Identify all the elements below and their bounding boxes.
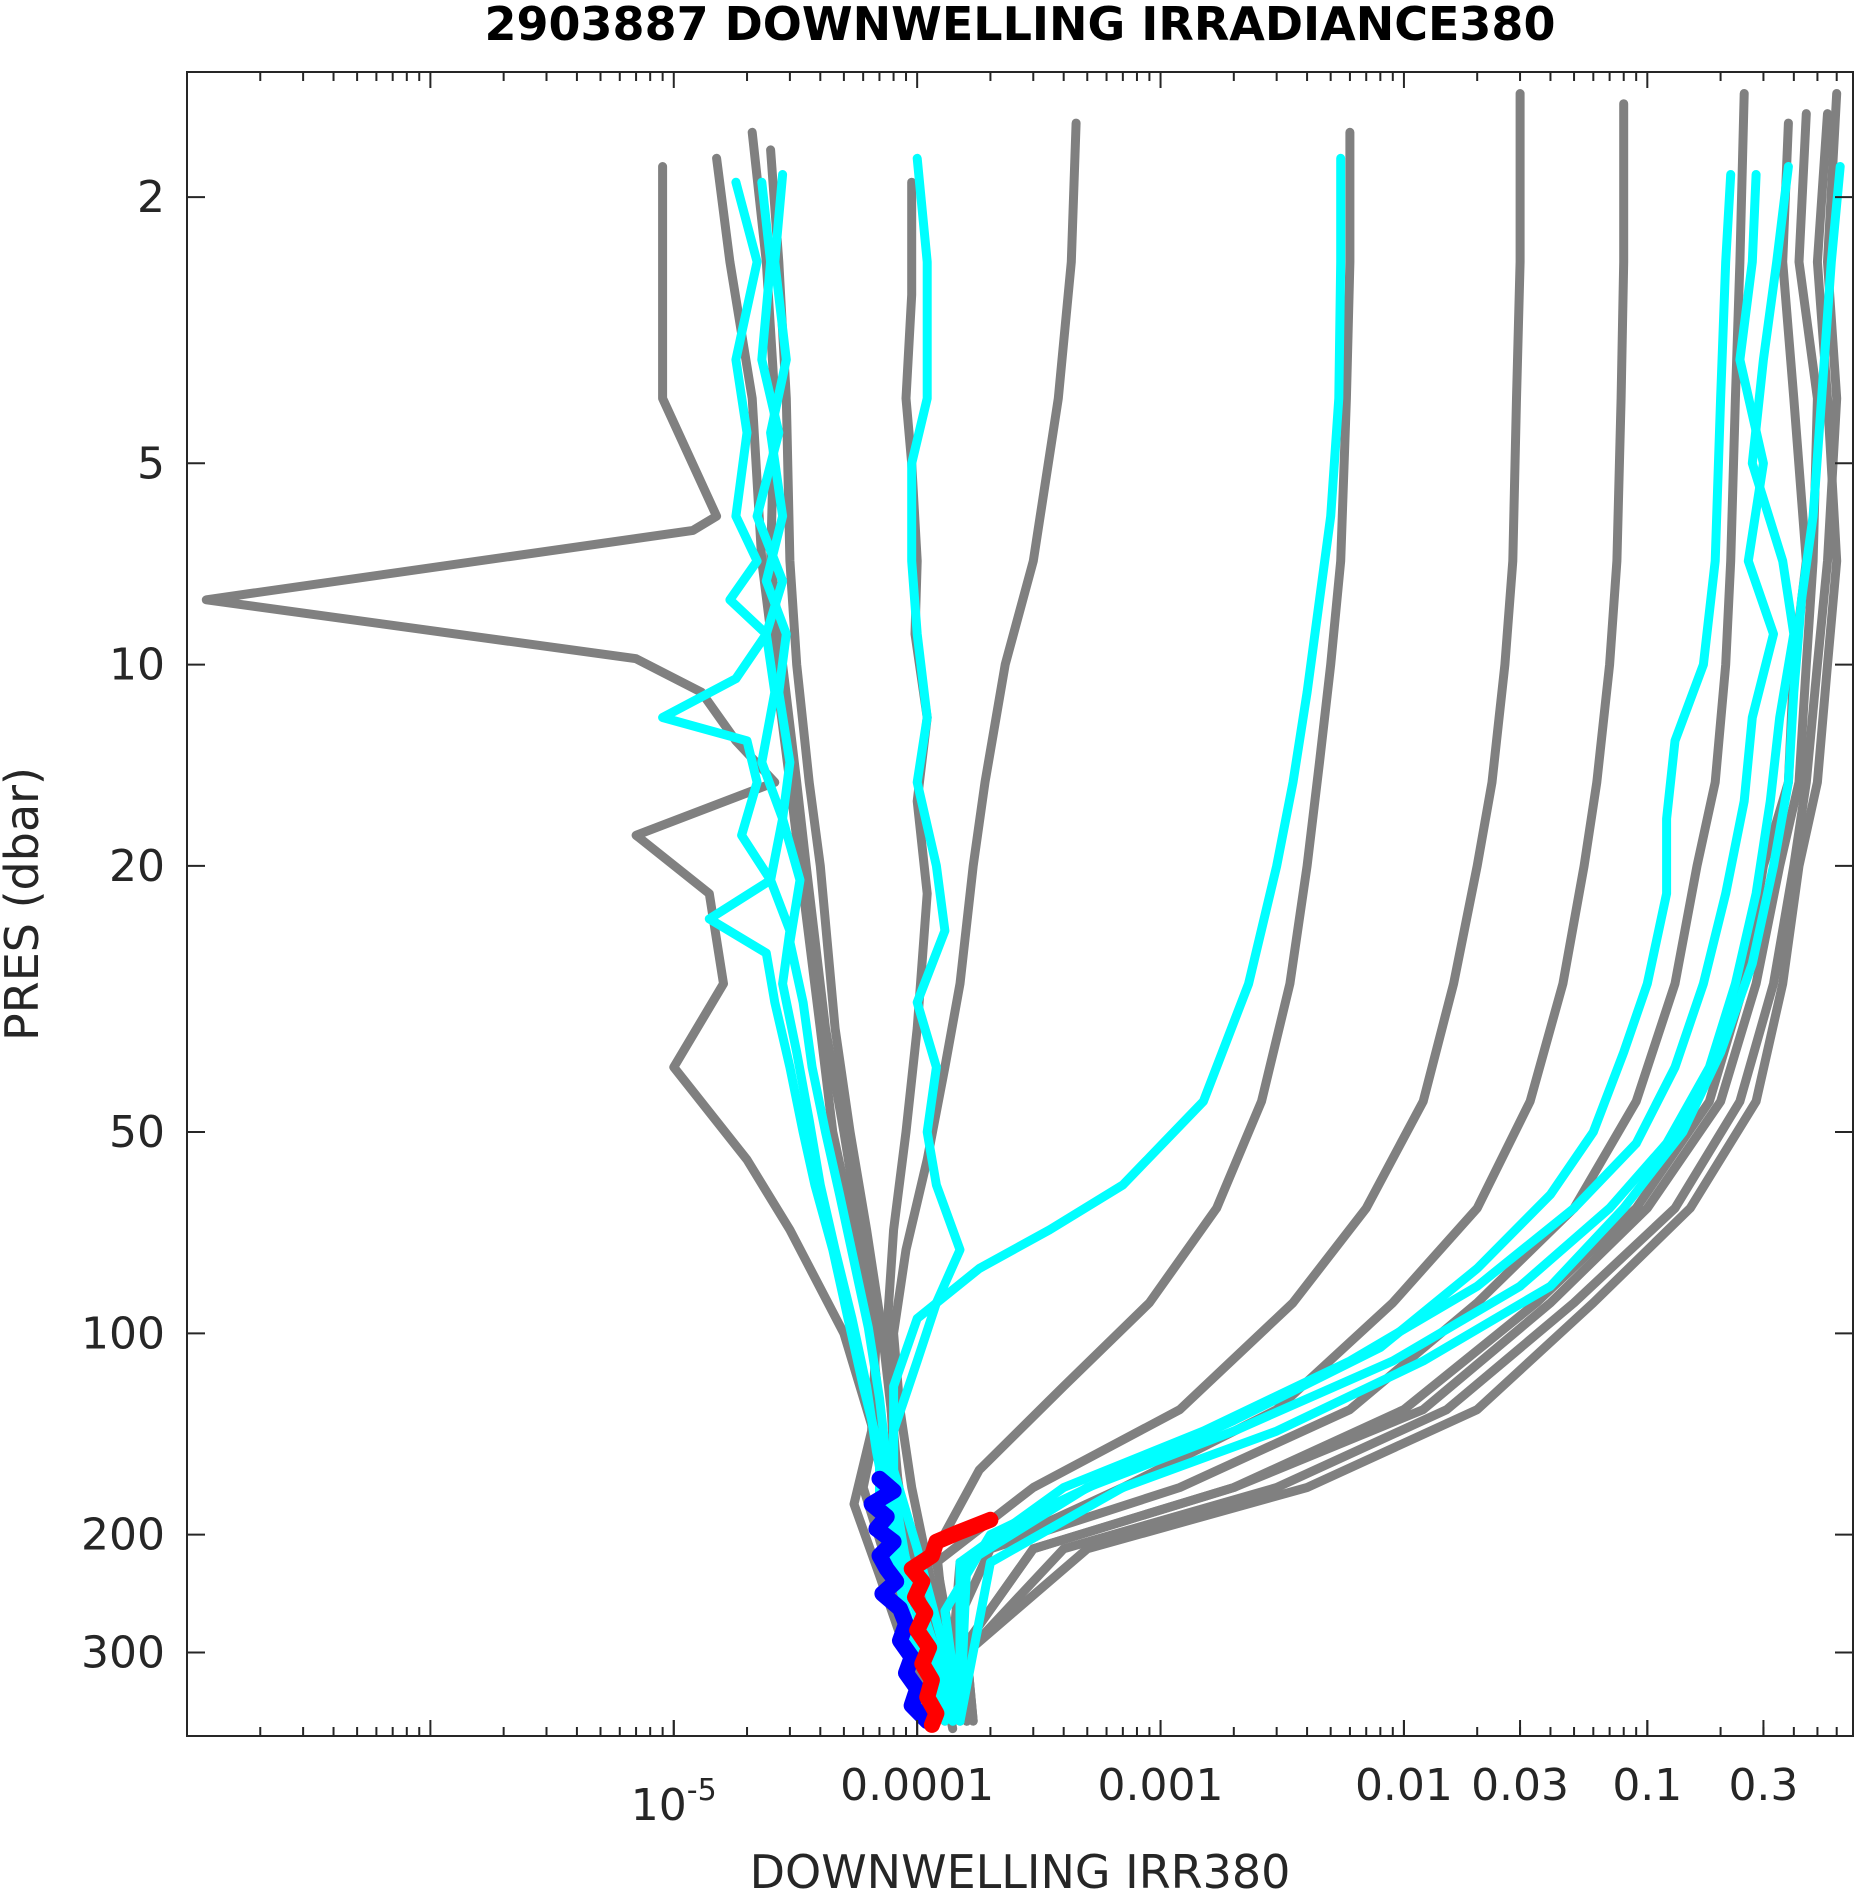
x-tick-label: 0.001 <box>1098 1760 1224 1811</box>
axes-layer <box>186 71 1854 1737</box>
x-tick-label: 10-5 <box>631 1773 717 1831</box>
series-line-8 <box>948 99 1629 1726</box>
series-line-7 <box>931 89 1525 1726</box>
y-tick-label: 20 <box>109 841 165 892</box>
chart-title: 2903887 DOWNWELLING IRRADIANCE380 <box>485 0 1556 51</box>
series-line-0 <box>201 162 958 1734</box>
series-line-17 <box>752 177 958 1726</box>
series-line-22 <box>955 162 1845 1726</box>
y-tick-label: 10 <box>109 640 165 691</box>
x-tick-label: 0.0001 <box>840 1760 994 1811</box>
tick-label-layer: 10-5 0.0001 0.001 0.01 0.03 0.1 0.3 2 5 10 20 50 100… <box>81 172 1798 1831</box>
x-tick-label-exponent: -5 <box>687 1773 717 1808</box>
y-tick-label: 5 <box>137 438 165 489</box>
series-line-5 <box>889 118 1081 1726</box>
x-tick-label: 0.03 <box>1471 1760 1569 1811</box>
x-tick-label: 0.1 <box>1612 1760 1682 1811</box>
y-tick-label: 200 <box>81 1510 165 1561</box>
series-line-2 <box>747 127 941 1726</box>
y-axis-label: PRES (dbar) <box>0 767 49 1041</box>
series-layer <box>201 89 1845 1734</box>
series-line-21 <box>955 162 1799 1726</box>
series-line-23 <box>863 1470 936 1730</box>
series-line-15 <box>889 153 1346 1726</box>
x-tick-label: 0.3 <box>1728 1760 1798 1811</box>
series-line-18 <box>761 170 958 1726</box>
series-line-20 <box>955 170 1778 1726</box>
y-tick-label: 2 <box>137 172 165 223</box>
plot-frame <box>186 71 1854 1737</box>
series-line-12 <box>962 109 1842 1726</box>
series-line-9 <box>948 89 1749 1726</box>
y-tick-label: 50 <box>109 1107 165 1158</box>
series-line-6 <box>931 127 1355 1726</box>
series-line-24 <box>903 1511 999 1733</box>
y-tick-label: 100 <box>81 1308 165 1359</box>
x-tick-label: 0.01 <box>1355 1760 1453 1811</box>
y-tick-label: 300 <box>81 1627 165 1678</box>
x-axis-label: DOWNWELLING IRR380 <box>750 1845 1291 1896</box>
